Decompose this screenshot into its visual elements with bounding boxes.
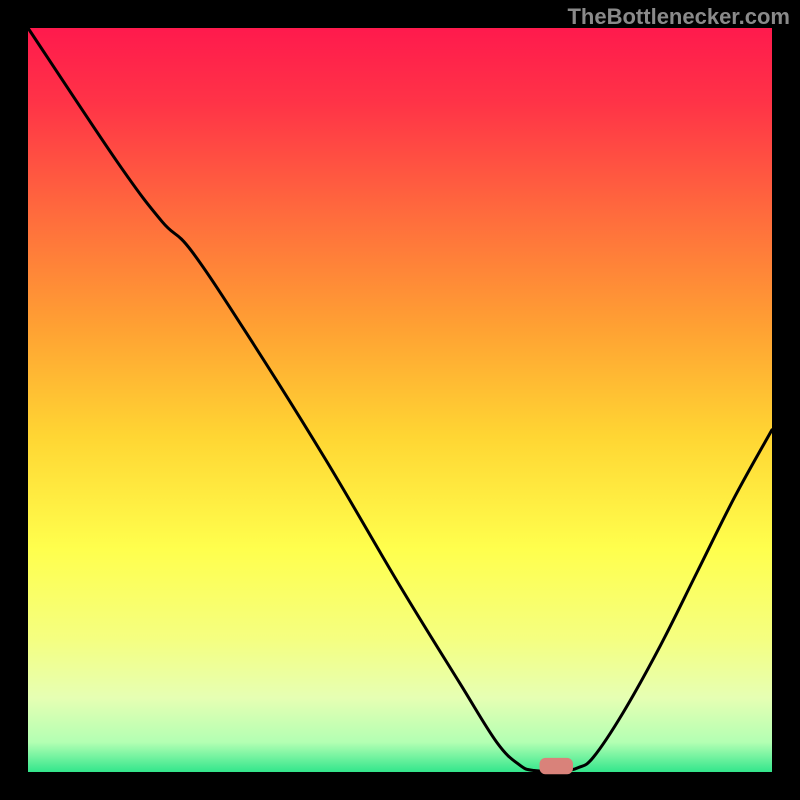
bottleneck-curve	[28, 28, 772, 771]
optimal-marker	[540, 758, 573, 774]
chart-container: { "watermark": { "text": "TheBottlenecke…	[0, 0, 800, 800]
chart-svg	[0, 0, 800, 800]
